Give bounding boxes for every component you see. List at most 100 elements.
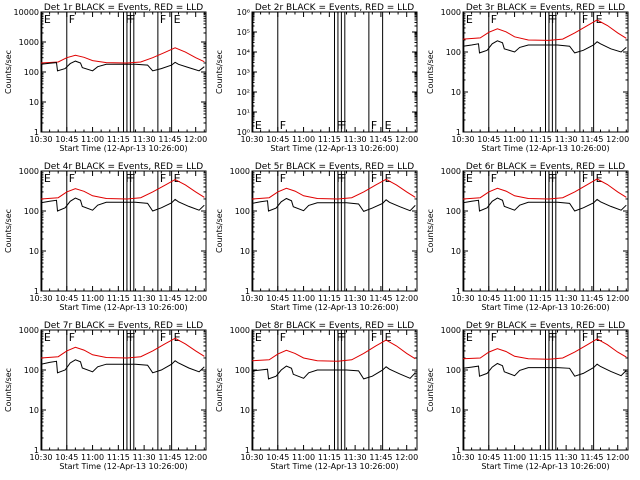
y-tick-label: 1 bbox=[245, 287, 250, 296]
event-marker-label: E bbox=[385, 331, 392, 344]
y-tick-label: 10 bbox=[451, 247, 461, 256]
x-tick-label: 11:15 bbox=[529, 453, 552, 462]
y-tick-label: 10 bbox=[29, 247, 39, 256]
y-tick-label: 10 bbox=[240, 406, 250, 415]
y-tick-label: 100 bbox=[446, 207, 461, 216]
x-tick-label: 12:00 bbox=[606, 135, 629, 144]
y-axis-label: Counts/sec bbox=[426, 368, 435, 412]
event-marker-label: F bbox=[160, 13, 166, 26]
panel-title: Det 2r BLACK = Events, RED = LLD bbox=[255, 3, 414, 13]
y-axis-label: Counts/sec bbox=[215, 209, 224, 253]
event-marker-label: F bbox=[337, 119, 343, 132]
x-tick-label: 11:45 bbox=[369, 453, 392, 462]
panel-title: Det 8r BLACK = Events, RED = LLD bbox=[255, 321, 414, 331]
lld-series-line bbox=[251, 178, 416, 200]
event-marker-label: F bbox=[582, 172, 588, 185]
event-marker-label: F bbox=[551, 172, 557, 185]
y-tick-label: 1000 bbox=[19, 38, 39, 47]
events-series-line bbox=[40, 197, 205, 212]
x-tick-label: 11:15 bbox=[318, 453, 341, 462]
y-tick-label: 100 bbox=[235, 207, 250, 216]
x-tick-label: 11:15 bbox=[107, 294, 130, 303]
event-marker-label: F bbox=[491, 13, 497, 26]
y-tick-label: 1 bbox=[456, 287, 461, 296]
x-tick-label: 11:30 bbox=[555, 453, 578, 462]
panel-det-4: Det 4r BLACK = Events, RED = LLD 1 10 100 10… bbox=[4, 162, 207, 312]
y-tick-label: 1000 bbox=[230, 167, 250, 176]
x-tick-label: 10:45 bbox=[477, 294, 500, 303]
x-tick-label: 11:45 bbox=[369, 135, 392, 144]
event-marker-label: F bbox=[129, 172, 135, 185]
x-tick-label: 11:00 bbox=[503, 135, 526, 144]
event-marker-label: F bbox=[340, 331, 346, 344]
event-marker-label: F bbox=[371, 172, 377, 185]
x-axis-label: Start Time (12-Apr-13 10:26:00) bbox=[59, 144, 187, 153]
event-marker-label: F bbox=[371, 331, 377, 344]
y-tick-label: 10⁴ bbox=[237, 48, 250, 57]
x-axis-label: Start Time (12-Apr-13 10:26:00) bbox=[59, 303, 187, 312]
x-tick-label: 11:00 bbox=[292, 453, 315, 462]
x-tick-label: 11:45 bbox=[158, 294, 181, 303]
y-tick-label: 10 bbox=[29, 98, 39, 107]
y-tick-label: 10⁰ bbox=[237, 128, 250, 137]
x-tick-label: 11:00 bbox=[503, 294, 526, 303]
panel-det-7: Det 7r BLACK = Events, RED = LLD 1 10 100 10… bbox=[4, 321, 207, 471]
y-tick-label: 1000 bbox=[441, 8, 461, 17]
y-tick-label: 1 bbox=[34, 128, 39, 137]
x-tick-label: 11:45 bbox=[580, 453, 603, 462]
y-axis-label: Counts/sec bbox=[426, 50, 435, 94]
x-tick-label: 10:30 bbox=[29, 453, 52, 462]
x-tick-label: 10:30 bbox=[240, 294, 263, 303]
event-marker-label: E bbox=[255, 119, 262, 132]
x-tick-label: 11:45 bbox=[580, 294, 603, 303]
event-marker-label: F bbox=[340, 119, 346, 132]
y-axis-label: Counts/sec bbox=[4, 368, 13, 412]
event-marker-label: E bbox=[596, 172, 603, 185]
x-tick-label: 11:30 bbox=[555, 135, 578, 144]
x-tick-label: 11:15 bbox=[529, 294, 552, 303]
y-tick-label: 100 bbox=[446, 48, 461, 57]
event-marker-label: E bbox=[174, 172, 181, 185]
y-tick-label: 1000 bbox=[19, 326, 39, 335]
event-marker-label: F bbox=[337, 331, 343, 344]
x-tick-label: 12:00 bbox=[184, 453, 207, 462]
x-tick-label: 11:30 bbox=[133, 453, 156, 462]
panel-det-9: Det 9r BLACK = Events, RED = LLD 1 10 100 10… bbox=[426, 321, 629, 471]
events-series-line bbox=[251, 365, 416, 380]
x-tick-label: 11:45 bbox=[580, 135, 603, 144]
lld-series-line bbox=[40, 179, 205, 200]
lld-series-line bbox=[462, 338, 627, 360]
event-marker-label: F bbox=[582, 331, 588, 344]
x-tick-label: 11:45 bbox=[158, 135, 181, 144]
x-tick-label: 10:45 bbox=[477, 135, 500, 144]
panel-title: Det 6r BLACK = Events, RED = LLD bbox=[466, 162, 625, 172]
x-tick-label: 10:30 bbox=[240, 135, 263, 144]
event-marker-label: E bbox=[596, 13, 603, 26]
x-tick-label: 10:45 bbox=[266, 453, 289, 462]
x-tick-label: 12:00 bbox=[606, 453, 629, 462]
x-axis-label: Start Time (12-Apr-13 10:26:00) bbox=[481, 144, 609, 153]
event-marker-label: F bbox=[548, 331, 554, 344]
x-tick-label: 11:30 bbox=[555, 294, 578, 303]
event-marker-label: F bbox=[340, 172, 346, 185]
x-tick-label: 11:00 bbox=[81, 135, 104, 144]
x-axis-label: Start Time (12-Apr-13 10:26:00) bbox=[270, 462, 398, 471]
event-marker-label: F bbox=[582, 13, 588, 26]
x-tick-label: 10:30 bbox=[451, 453, 474, 462]
y-tick-label: 1 bbox=[34, 287, 39, 296]
x-axis-label: Start Time (12-Apr-13 10:26:00) bbox=[270, 303, 398, 312]
panel-title: Det 1r BLACK = Events, RED = LLD bbox=[44, 3, 203, 13]
event-marker-label: E bbox=[255, 172, 262, 185]
panel-title: Det 9r BLACK = Events, RED = LLD bbox=[466, 321, 625, 331]
y-tick-label: 1000 bbox=[19, 167, 39, 176]
event-marker-label: F bbox=[548, 13, 554, 26]
lld-series-line bbox=[251, 339, 416, 362]
x-axis-label: Start Time (12-Apr-13 10:26:00) bbox=[481, 303, 609, 312]
event-marker-label: F bbox=[160, 172, 166, 185]
event-marker-label: E bbox=[44, 172, 51, 185]
x-tick-label: 11:45 bbox=[158, 453, 181, 462]
event-marker-label: F bbox=[69, 331, 75, 344]
event-marker-label: E bbox=[596, 331, 603, 344]
y-tick-label: 100 bbox=[24, 68, 39, 77]
event-marker-label: E bbox=[44, 331, 51, 344]
